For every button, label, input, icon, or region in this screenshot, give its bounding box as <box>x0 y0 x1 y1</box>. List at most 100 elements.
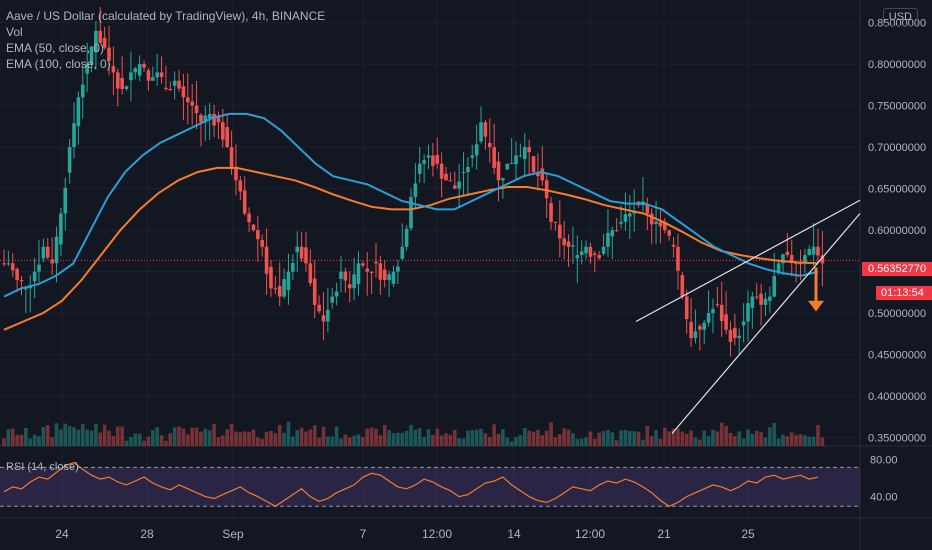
volume-bar <box>238 432 243 446</box>
currency-button[interactable]: USD <box>882 8 918 26</box>
volume-bar <box>225 429 229 446</box>
volume-bar <box>684 433 689 446</box>
candle-body <box>680 275 685 297</box>
candle-body <box>89 46 94 65</box>
candle-body <box>150 76 155 81</box>
candle-body <box>115 72 120 89</box>
candle-body <box>711 308 715 314</box>
volume-bar <box>194 427 199 446</box>
volume-bar <box>150 430 155 446</box>
indicator-vol[interactable]: Vol <box>6 25 23 39</box>
time-tick-label: 12:00 <box>422 527 452 541</box>
candle-body <box>649 213 654 225</box>
candle-body <box>299 246 304 259</box>
price-tick-label: 0.75000000 <box>868 101 926 113</box>
candle-body <box>733 327 737 339</box>
volume-bar <box>146 436 151 446</box>
volume-bar <box>746 429 750 446</box>
candle-body <box>816 246 820 256</box>
candle-body <box>444 173 448 181</box>
volume-bar <box>177 426 181 446</box>
candle-body <box>137 64 142 76</box>
candle-body <box>483 122 488 137</box>
candle-body <box>172 80 177 86</box>
volume-bar <box>820 437 825 446</box>
candle-body <box>50 259 54 264</box>
volume-bar <box>750 433 755 446</box>
candle-body <box>794 262 798 264</box>
volume-bar <box>264 431 269 446</box>
volume-bar <box>181 428 186 446</box>
volume-bar <box>719 422 724 446</box>
candle-body <box>28 286 33 289</box>
candle-body <box>623 214 628 222</box>
candle-body <box>571 245 575 247</box>
price-tick-label: 0.65000000 <box>868 184 926 196</box>
volume-bar <box>715 431 720 446</box>
volume-bar <box>129 437 133 446</box>
candle-body <box>142 64 146 68</box>
volume-bar <box>80 423 85 446</box>
volume-bar <box>10 428 15 446</box>
candle-body <box>536 172 540 177</box>
candle-body <box>750 296 755 308</box>
candle-body <box>111 66 116 73</box>
time-tick-label: 21 <box>657 527 671 541</box>
volume-bar <box>396 432 400 446</box>
volume-bar <box>781 434 785 446</box>
candle-body <box>549 202 553 222</box>
volume-bar <box>522 427 527 446</box>
volume-bar <box>557 434 562 446</box>
volume-bar <box>816 425 820 446</box>
volume-bar <box>404 430 409 446</box>
candle-body <box>339 271 343 279</box>
volume-bar <box>562 428 566 446</box>
price-tick-label: 0.45000000 <box>868 350 926 362</box>
volume-bar <box>724 425 728 446</box>
candle-body <box>102 37 107 48</box>
candle-body <box>94 30 98 53</box>
drawing-trendlines[interactable] <box>635 199 861 434</box>
candle-body <box>606 232 610 247</box>
volume-bar <box>133 433 138 446</box>
candle-body <box>601 246 606 254</box>
price-tick-label: 0.50000000 <box>868 308 926 320</box>
candle-body <box>124 86 129 90</box>
candle-body <box>19 279 24 282</box>
volume-bar <box>273 433 278 446</box>
volume-bar <box>216 437 221 446</box>
candle-body <box>719 304 724 322</box>
candle-body <box>776 263 781 273</box>
volume-bar <box>676 428 680 446</box>
volume-bar <box>667 431 672 446</box>
candle-body <box>190 101 194 106</box>
candle-body <box>146 70 151 81</box>
candle-body <box>645 204 650 214</box>
candle-body <box>242 190 247 214</box>
candle-body <box>199 114 203 123</box>
time-tick-label: 12:00 <box>575 527 605 541</box>
candle-body <box>518 155 523 157</box>
rsi-tick-label: 40.00 <box>870 492 898 504</box>
volume-bar <box>693 437 698 446</box>
indicator-ema100[interactable]: EMA (100, close, 0) <box>6 57 111 71</box>
candle-body <box>72 123 76 148</box>
volume-bar <box>111 436 116 446</box>
volume-bar <box>553 437 558 446</box>
candle-body <box>654 221 658 225</box>
candle-body <box>422 160 426 164</box>
volume-bar <box>382 424 387 446</box>
indicator-ema50[interactable]: EMA (50, close, 0) <box>6 41 105 55</box>
volume-bar <box>286 421 291 446</box>
volume-bar <box>514 437 518 446</box>
volume-bar <box>76 429 81 446</box>
candle-body <box>628 213 632 217</box>
candle-body <box>177 80 181 89</box>
candle-body <box>470 155 475 158</box>
volume-bar <box>330 436 335 446</box>
candle-body <box>37 264 41 272</box>
candle-body <box>663 222 667 231</box>
volume-bar <box>422 437 426 446</box>
volume-bar <box>361 436 365 446</box>
